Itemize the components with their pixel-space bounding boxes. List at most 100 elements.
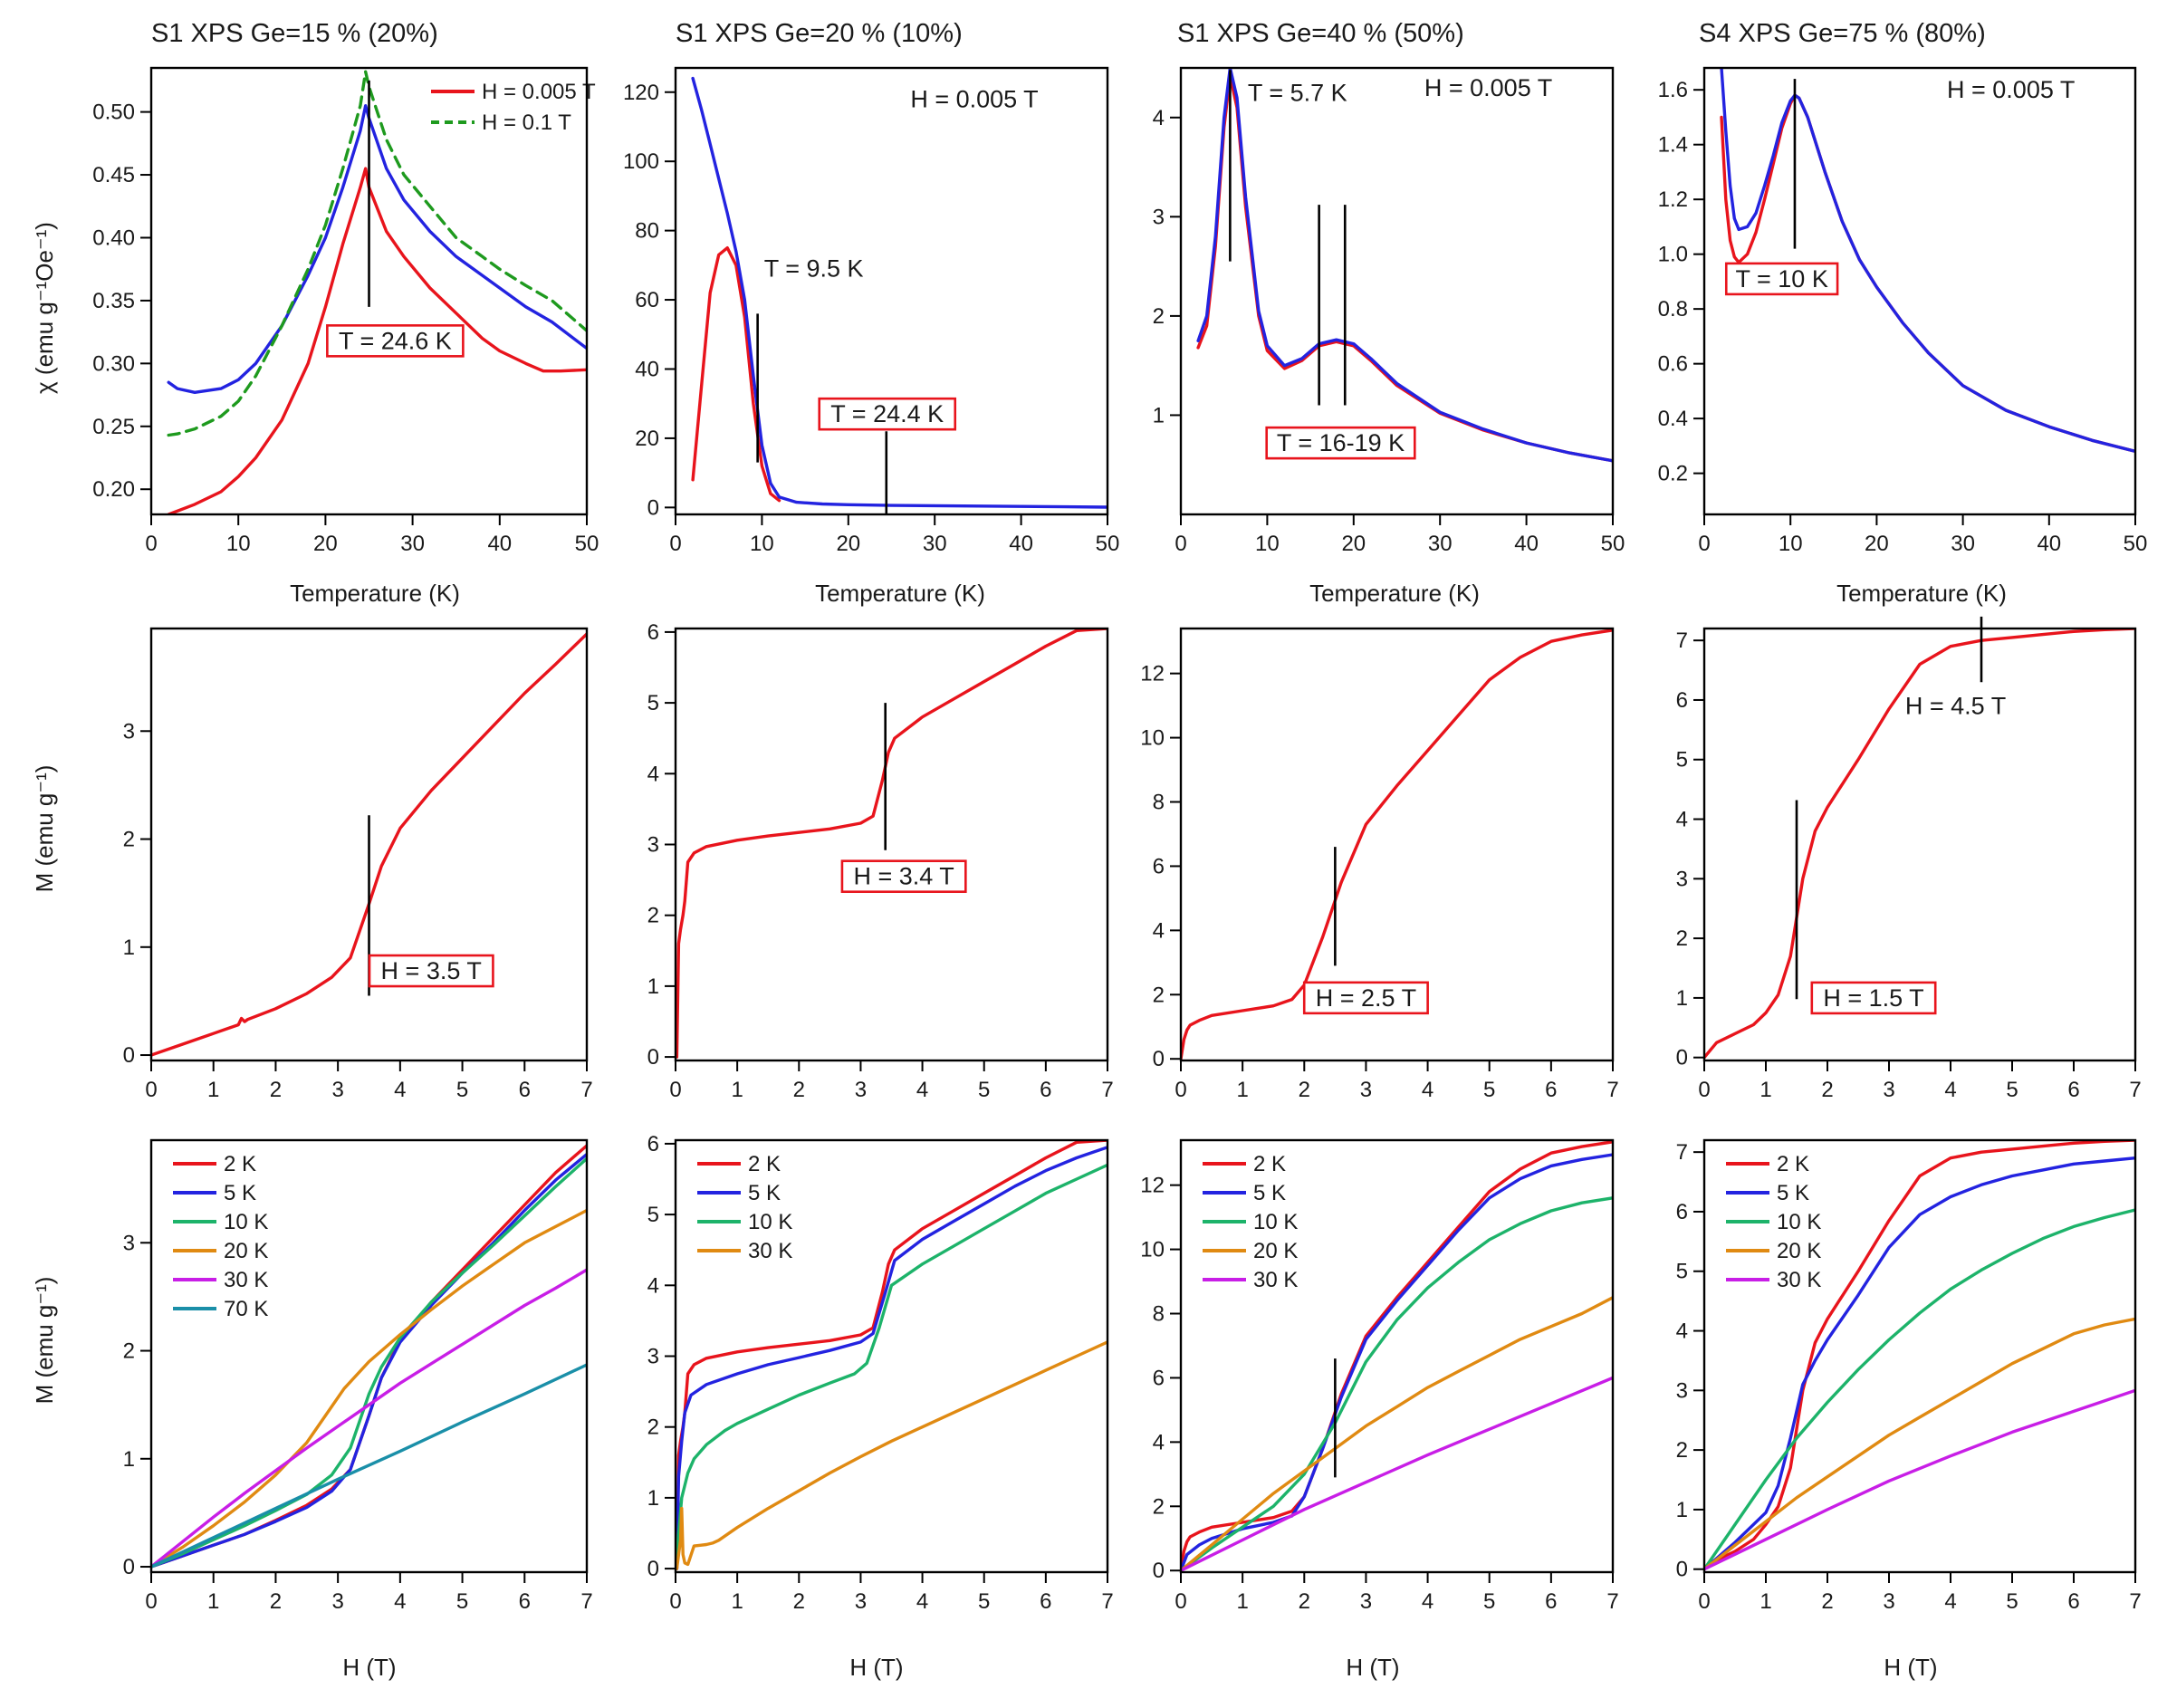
series-line-5-k [676,1146,1107,1570]
series-line-70-k [151,1363,587,1569]
y-tick-label: 3 [123,719,135,744]
boxed-annotation-text: H = 3.5 T [381,957,482,984]
plot-frame [674,627,1109,1062]
panel-title-ge20: S1 XPS Ge=20 % (10%) [676,19,963,48]
x-tick-label: 50 [575,532,599,556]
legend-label: 10 K [748,1210,792,1234]
x-tick-label: 7 [1606,1078,1618,1102]
x-tick-label: 0 [1698,1589,1710,1614]
x-tick-label: 0 [1175,1078,1186,1102]
x-tick-label: 6 [519,1078,531,1102]
y-tick-label: 0 [1676,1046,1688,1070]
legend-label: 10 K [1777,1210,1821,1234]
legend-label: 70 K [224,1297,268,1321]
y-tick-label: 40 [635,357,659,381]
x-tick-label: 0 [145,532,157,556]
x-tick-label: 6 [1040,1589,1051,1614]
y-tick-label: 8 [1153,791,1165,815]
y-tick-label: 1 [123,936,135,960]
series-line-2-k [1181,1140,1613,1572]
plot-frame [149,1138,589,1574]
y-tick-label: 4 [1676,1319,1688,1344]
y-tick-label: 5 [647,691,659,715]
plot-frame [1702,627,2137,1062]
legend-label: 30 K [1777,1268,1821,1292]
y-tick-label: 0 [647,495,659,520]
annotation-text: T = 5.7 K [1248,79,1347,106]
y-tick-label: 3 [1676,1378,1688,1403]
y-tick-label: 0.35 [92,289,135,313]
xlabel-temperature-ge15: Temperature (K) [290,580,460,607]
x-tick-label: 30 [1428,532,1453,556]
y-tick-label: 0 [647,1557,659,1581]
legend-label: 5 K [748,1181,781,1205]
panel-mt-ge20: 0 1 2 3 4 5 6 7 0 1 2 3 4 5 6 2 K 5 K 10 K 30 K [647,1132,1114,1614]
x-tick-label: 2 [270,1589,282,1614]
x-tick-label: 40 [1009,532,1033,556]
x-tick-label: 7 [1101,1078,1113,1102]
y-tick-label: 0.30 [92,351,135,376]
x-tick-label: 4 [916,1078,928,1102]
annotation-box [1302,981,1429,1015]
x-tick-label: 40 [487,532,512,556]
plot-area [676,1140,1107,1570]
series-line-20-k [1704,1317,2135,1571]
x-tick-label: 0 [1698,1078,1710,1102]
series-line-10-k [1181,1196,1613,1572]
x-tick-label: 6 [1545,1078,1557,1102]
series-line-blue [691,76,1107,509]
series-line-20-k [151,1208,587,1569]
series-line-2-k [676,1140,1107,1570]
y-tick-label: 4 [647,1273,659,1298]
annotation-box [368,954,494,988]
y-tick-label: 10 [1140,1238,1165,1262]
y-tick-label: 3 [647,833,659,858]
y-tick-label: 1 [647,974,659,999]
boxed-annotation-text: H = 1.5 T [1823,984,1923,1012]
x-tick-label: 10 [1255,532,1280,556]
x-tick-label: 10 [1779,532,1803,556]
series-line-30-k [1704,1388,2135,1571]
plot-frame [1179,66,1615,516]
x-tick-label: 0 [1698,532,1710,556]
boxed-annotation-text: T = 24.6 K [339,327,452,354]
annotation-box [1724,262,1839,296]
panel-chi-ge40: 0 10 20 30 40 50 1 2 3 4 H = 0.005 T T = 5.7 K T = 1… [1153,66,1625,556]
y-tick-label: 4 [1153,106,1165,130]
y-tick-label: 2 [1153,1494,1165,1519]
legend-label: 20 K [1777,1239,1821,1263]
x-tick-label: 3 [331,1078,343,1102]
x-tick-label: 20 [313,532,338,556]
x-tick-label: 6 [1545,1589,1557,1614]
y-tick-label: 7 [1676,629,1688,653]
x-tick-label: 4 [1422,1589,1433,1614]
y-tick-label: 1 [1676,1498,1688,1522]
y-tick-label: 100 [623,149,659,174]
legend-label: 20 K [1253,1239,1298,1263]
x-tick-label: 20 [1865,532,1889,556]
annotation-text: H = 0.005 T [1947,76,2075,103]
annotation-box [818,397,957,431]
plot-area [691,76,1107,509]
x-tick-label: 1 [207,1589,219,1614]
x-tick-label: 4 [1422,1078,1433,1102]
legend-label: 5 K [1253,1181,1286,1205]
x-tick-label: 3 [331,1589,343,1614]
plot-frame [674,1138,1109,1574]
series-line-20-k [1181,1296,1613,1572]
series-line-10-k [676,1163,1107,1570]
x-tick-label: 2 [1299,1589,1310,1614]
y-tick-label: 1 [1153,403,1165,427]
series-line-h-0-1-t [167,70,587,437]
xlabel-field-ge75: H (T) [1884,1654,1937,1681]
legend-label: H = 0.1 T [482,110,571,135]
legend-label: 30 K [224,1268,268,1292]
x-tick-label: 5 [978,1078,990,1102]
y-tick-label: 0.25 [92,415,135,439]
y-tick-label: 6 [1153,854,1165,878]
x-tick-label: 7 [580,1078,592,1102]
x-tick-label: 1 [207,1078,219,1102]
xlabel-field-ge20: H (T) [849,1654,903,1681]
annotation-text: H = 0.005 T [910,85,1038,112]
